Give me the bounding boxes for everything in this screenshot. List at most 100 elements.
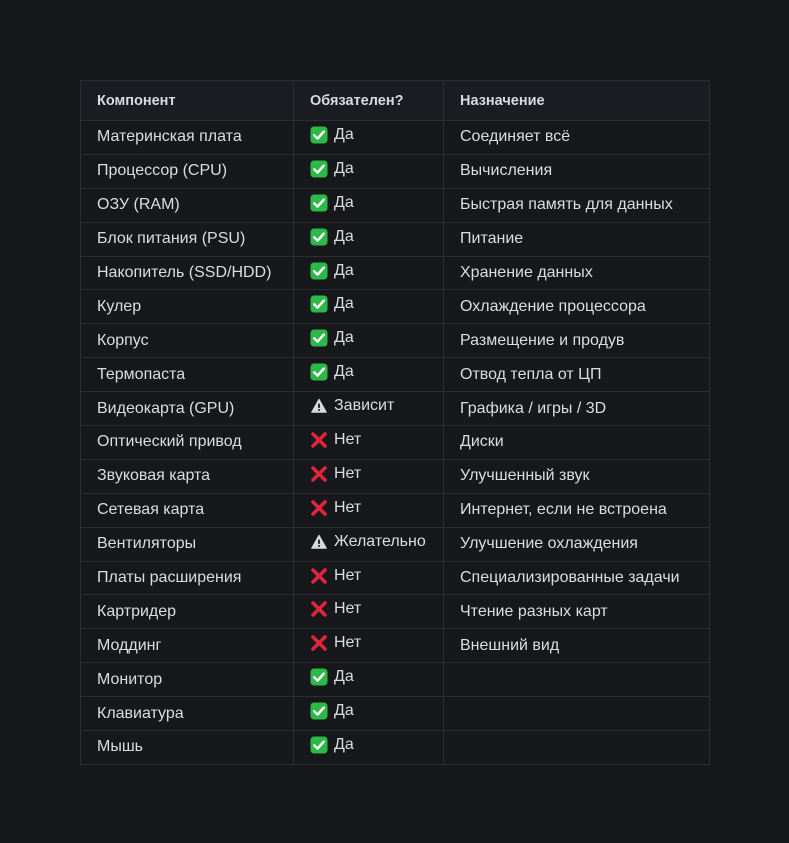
status-text: Да [334,193,354,211]
check-icon [310,295,328,313]
table-row: Накопитель (SSD/HDD) Да Хранение данных [80,255,710,291]
purpose-cell: Улучшение охлаждения [443,526,710,562]
table-row: Процессор (CPU) Да Вычисления [80,153,710,189]
purpose-cell [443,662,710,698]
status: Нет [310,431,361,449]
component-cell: Моддинг [80,628,294,664]
purpose-cell: Вычисления [443,153,710,189]
component-cell: Процессор (CPU) [80,153,294,189]
component-cell: Монитор [80,662,294,698]
component-cell: Оптический привод [80,425,294,460]
component-cell: Материнская плата [80,120,294,155]
cross-icon [310,634,328,652]
status-text: Да [334,227,354,245]
status: Нет [310,567,361,585]
status: Нет [310,600,361,618]
status-text: Зависит [334,397,395,415]
component-cell: Вентиляторы [80,526,294,562]
required-cell: Да [293,221,444,257]
purpose-cell: Отвод тепла от ЦП [443,357,710,393]
purpose-cell: Интернет, если не встроена [443,492,710,528]
check-icon [310,736,328,754]
status-text: Нет [334,600,362,618]
component-cell: Сетевая карта [80,492,294,528]
component-cell: Картридер [80,594,294,630]
component-cell: Видеокарта (GPU) [80,391,294,427]
status-text: Да [334,125,354,143]
warning-icon [310,533,328,551]
status-text: Да [334,159,354,177]
purpose-cell [443,696,710,732]
purpose-cell: Внешний вид [443,628,710,664]
components-table-container: Компонент Обязателен? Назначение Материн… [80,80,710,765]
component-cell: Мышь [80,730,294,765]
component-cell: Кулер [80,289,294,325]
header-row: Компонент Обязателен? Назначение [80,80,710,121]
table-row: Монитор Да [80,662,710,698]
check-icon [310,262,328,280]
required-cell: Да [293,696,444,732]
required-cell: Да [293,187,444,223]
cross-icon [310,431,328,449]
purpose-cell: Охлаждение процессора [443,289,710,325]
check-icon [310,668,328,686]
required-cell: Нет [293,425,444,460]
check-icon [310,228,328,246]
table-row: Термопаста Да Отвод тепла от ЦП [80,357,710,393]
status-text: Нет [334,566,362,584]
purpose-cell: Хранение данных [443,255,710,291]
table-header: Компонент Обязателен? Назначение [80,80,710,121]
purpose-cell: Быстрая память для данных [443,187,710,223]
status: Нет [310,499,361,517]
required-cell: Нет [293,628,444,664]
check-icon [310,329,328,347]
table-row: Звуковая карта Нет Улучшенный звук [80,458,710,494]
required-cell: Да [293,730,444,765]
status: Зависит [310,397,394,415]
check-icon [310,702,328,720]
table-row: Картридер Нет Чтение разных карт [80,594,710,630]
required-cell: Да [293,255,444,291]
table-row: Клавиатура Да [80,696,710,732]
table-row: Вентиляторы Желательно Улучшение охлаждени… [80,526,710,562]
cross-icon [310,465,328,483]
component-cell: Термопаста [80,357,294,393]
required-cell: Нет [293,560,444,596]
cross-icon [310,499,328,517]
status: Да [310,363,354,381]
status-text: Да [334,735,354,753]
status-text: Да [334,295,354,313]
purpose-cell: Специализированные задачи [443,560,710,596]
status: Да [310,329,354,347]
table-row: ОЗУ (RAM) Да Быстрая память для данных [80,187,710,223]
status-text: Нет [334,430,362,448]
purpose-cell [443,730,710,765]
table-row: Корпус Да Размещение и продув [80,323,710,359]
components-table: Компонент Обязателен? Назначение Материн… [80,80,710,765]
status: Да [310,262,354,280]
table-row: Материнская плата Да Соединяет всё [80,120,710,155]
check-icon [310,194,328,212]
required-cell: Да [293,289,444,325]
purpose-cell: Диски [443,425,710,460]
component-cell: ОЗУ (RAM) [80,187,294,223]
required-cell: Зависит [293,391,444,427]
purpose-cell: Графика / игры / 3D [443,391,710,427]
table-row: Моддинг Нет Внешний вид [80,628,710,664]
table-row: Видеокарта (GPU) Зависит Графика / игры / … [80,391,710,427]
table-row: Кулер Да Охлаждение процессора [80,289,710,325]
column-header-component: Компонент [80,80,294,121]
column-header-required: Обязателен? [293,80,444,121]
status: Да [310,160,354,178]
warning-icon [310,397,328,415]
table-row: Сетевая карта Нет Интернет, если не встрое… [80,492,710,528]
status: Да [310,194,354,212]
required-cell: Желательно [293,526,444,562]
cross-icon [310,567,328,585]
component-cell: Накопитель (SSD/HDD) [80,255,294,291]
status-text: Нет [334,634,362,652]
required-cell: Да [293,357,444,393]
table-row: Блок питания (PSU) Да Питание [80,221,710,257]
status-text: Да [334,702,354,720]
status: Да [310,736,354,754]
